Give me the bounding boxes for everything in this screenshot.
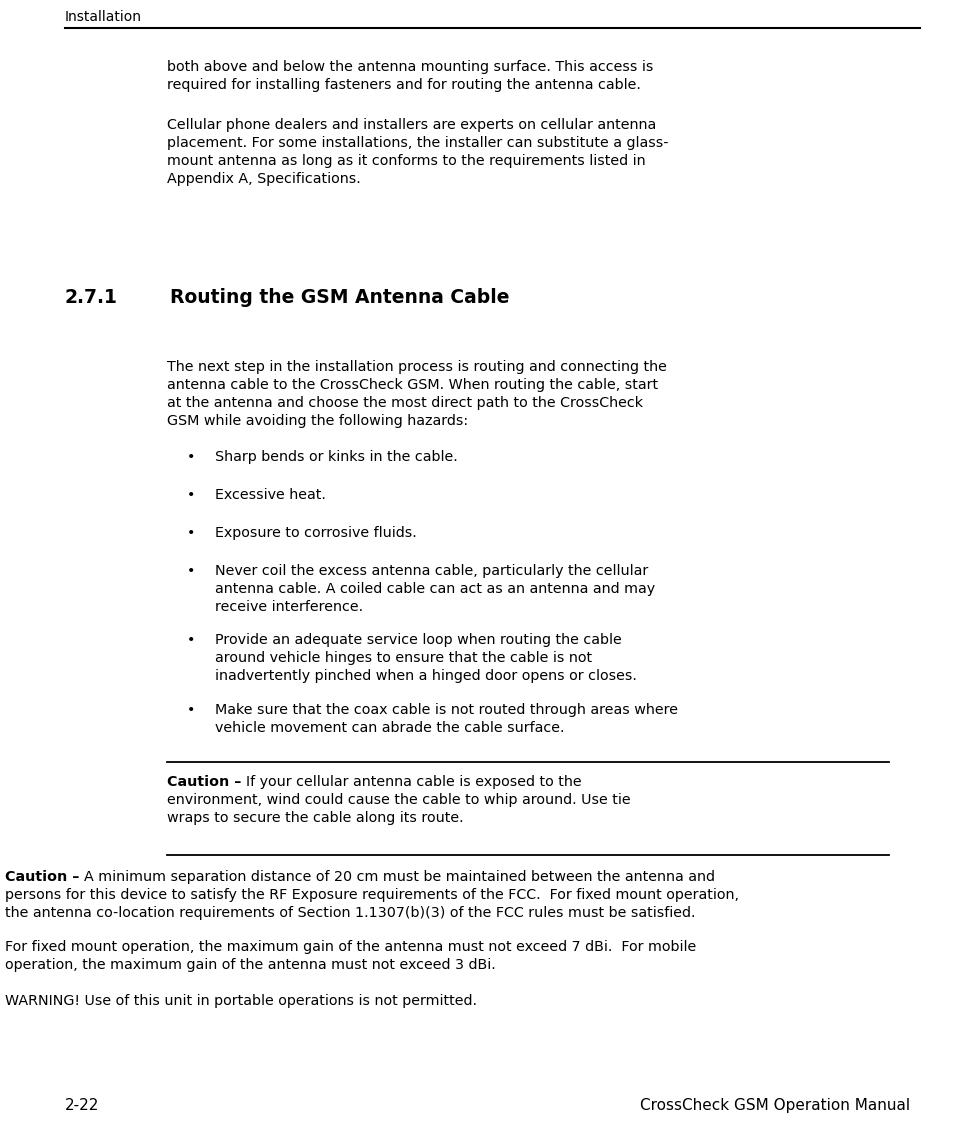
- Text: Cellular phone dealers and installers are experts on cellular antenna: Cellular phone dealers and installers ar…: [167, 118, 656, 132]
- Text: GSM while avoiding the following hazards:: GSM while avoiding the following hazards…: [167, 414, 468, 428]
- Text: required for installing fasteners and for routing the antenna cable.: required for installing fasteners and fo…: [167, 78, 641, 92]
- Text: Caution –: Caution –: [5, 870, 84, 884]
- Text: 2.7.1: 2.7.1: [65, 288, 118, 307]
- Text: Exposure to corrosive fluids.: Exposure to corrosive fluids.: [215, 526, 417, 540]
- Text: receive interference.: receive interference.: [215, 600, 363, 614]
- Text: both above and below the antenna mounting surface. This access is: both above and below the antenna mountin…: [167, 60, 653, 74]
- Text: CrossCheck GSM Operation Manual: CrossCheck GSM Operation Manual: [640, 1098, 910, 1113]
- Text: Appendix A, Specifications.: Appendix A, Specifications.: [167, 172, 360, 186]
- Text: antenna cable. A coiled cable can act as an antenna and may: antenna cable. A coiled cable can act as…: [215, 582, 655, 596]
- Text: Never coil the excess antenna cable, particularly the cellular: Never coil the excess antenna cable, par…: [215, 564, 648, 578]
- Text: •: •: [187, 633, 195, 647]
- Text: Caution –: Caution –: [167, 775, 247, 789]
- Text: Excessive heat.: Excessive heat.: [215, 488, 326, 502]
- Text: Installation: Installation: [65, 10, 142, 24]
- Text: •: •: [187, 703, 195, 717]
- Text: If your cellular antenna cable is exposed to the: If your cellular antenna cable is expose…: [247, 775, 582, 789]
- Text: 2-22: 2-22: [65, 1098, 99, 1113]
- Text: the antenna co-location requirements of Section 1.1307(b)(3) of the FCC rules mu: the antenna co-location requirements of …: [5, 906, 696, 920]
- Text: For fixed mount operation, the maximum gain of the antenna must not exceed 7 dBi: For fixed mount operation, the maximum g…: [5, 940, 696, 954]
- Text: •: •: [187, 564, 195, 578]
- Text: Make sure that the coax cable is not routed through areas where: Make sure that the coax cable is not rou…: [215, 703, 678, 717]
- Text: A minimum separation distance of 20 cm must be maintained between the antenna an: A minimum separation distance of 20 cm m…: [84, 870, 715, 884]
- Text: •: •: [187, 450, 195, 463]
- Text: around vehicle hinges to ensure that the cable is not: around vehicle hinges to ensure that the…: [215, 651, 592, 665]
- Text: Provide an adequate service loop when routing the cable: Provide an adequate service loop when ro…: [215, 633, 621, 647]
- Text: mount antenna as long as it conforms to the requirements listed in: mount antenna as long as it conforms to …: [167, 154, 645, 168]
- Text: WARNING! Use of this unit in portable operations is not permitted.: WARNING! Use of this unit in portable op…: [5, 994, 477, 1008]
- Text: antenna cable to the CrossCheck GSM. When routing the cable, start: antenna cable to the CrossCheck GSM. Whe…: [167, 378, 658, 391]
- Text: placement. For some installations, the installer can substitute a glass-: placement. For some installations, the i…: [167, 136, 668, 150]
- Text: inadvertently pinched when a hinged door opens or closes.: inadvertently pinched when a hinged door…: [215, 669, 637, 683]
- Text: •: •: [187, 488, 195, 502]
- Text: wraps to secure the cable along its route.: wraps to secure the cable along its rout…: [167, 811, 464, 825]
- Text: •: •: [187, 526, 195, 540]
- Text: operation, the maximum gain of the antenna must not exceed 3 dBi.: operation, the maximum gain of the anten…: [5, 958, 496, 972]
- Text: environment, wind could cause the cable to whip around. Use tie: environment, wind could cause the cable …: [167, 793, 631, 807]
- Text: persons for this device to satisfy the RF Exposure requirements of the FCC.  For: persons for this device to satisfy the R…: [5, 888, 739, 902]
- Text: vehicle movement can abrade the cable surface.: vehicle movement can abrade the cable su…: [215, 721, 564, 735]
- Text: Routing the GSM Antenna Cable: Routing the GSM Antenna Cable: [170, 288, 510, 307]
- Text: Sharp bends or kinks in the cable.: Sharp bends or kinks in the cable.: [215, 450, 458, 463]
- Text: The next step in the installation process is routing and connecting the: The next step in the installation proces…: [167, 360, 667, 374]
- Text: at the antenna and choose the most direct path to the CrossCheck: at the antenna and choose the most direc…: [167, 396, 643, 410]
